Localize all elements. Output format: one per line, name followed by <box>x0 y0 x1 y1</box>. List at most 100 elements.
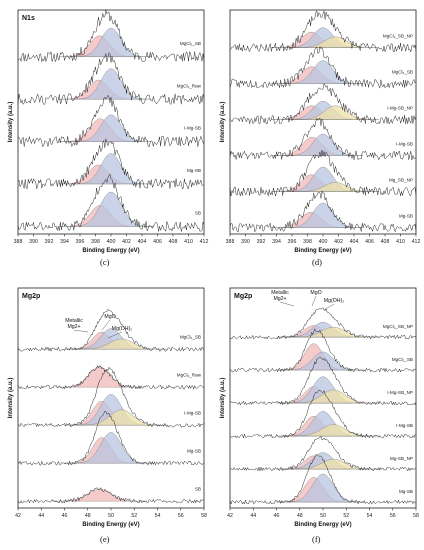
x-tick-label: 398 <box>303 239 312 245</box>
trace-label: I-Mg-SB <box>396 141 413 146</box>
raw-spectrum-line <box>229 10 417 53</box>
x-axis-label: Binding Energy (eV) <box>82 248 139 254</box>
fitted-peak <box>291 36 379 48</box>
trace-label: MgCl₂_SB <box>392 357 413 362</box>
x-tick-label: 52 <box>131 513 137 519</box>
x-tick-label: 392 <box>45 239 54 245</box>
element-label: Mg2p <box>234 293 252 300</box>
x-tick-label: 396 <box>288 239 297 245</box>
x-tick-label: 400 <box>319 239 328 245</box>
raw-spectrum-line <box>17 365 205 390</box>
raw-spectrum-line <box>17 138 205 190</box>
y-axis-label: Intensity (a.u.) <box>8 102 14 143</box>
raw-spectrum-line <box>17 410 205 466</box>
panel-f-chart: 42 44 46 48 50 52 54 56 58 Binding Energy (eV) Int… <box>220 287 419 528</box>
element-label: Mg2p <box>22 293 40 300</box>
x-tick-label: 388 <box>14 239 23 245</box>
x-tick-label: 58 <box>413 513 419 519</box>
x-tick-label: 56 <box>390 513 396 519</box>
trace-label: I-Mg-SB <box>396 423 413 428</box>
x-axis-label: Binding Energy (eV) <box>82 522 139 528</box>
fitted-peak <box>68 432 154 464</box>
panel-c-chart: 388 390 392 394 396 398 400 402 404 406 408 410 412 B… <box>8 9 209 254</box>
fitted-peak <box>57 366 142 388</box>
fitted-peak <box>286 326 381 338</box>
panel-f: 42 44 46 48 50 52 54 56 58 Binding Energy (eV) Int… <box>216 282 422 534</box>
spectrum-trace: Mg-SB_NP <box>229 435 417 472</box>
spectrum-trace: Mg-SB <box>229 454 417 505</box>
fitted-peak <box>70 68 152 100</box>
spectrum-trace: MgCl₂_SB_NP <box>229 307 417 340</box>
x-tick-label: 392 <box>257 239 266 245</box>
x-tick-label: 56 <box>178 513 184 519</box>
x-tick-label: 52 <box>343 513 349 519</box>
annotation-mgoh2: Mg(OH)₂ <box>324 298 344 304</box>
spectrum-trace: I-Mg-SB <box>17 366 205 428</box>
fitted-peak <box>280 473 366 503</box>
fitted-peak <box>74 338 169 350</box>
spectrum-trace: MgCl₂_SB_NP <box>229 10 417 53</box>
fitted-peak <box>282 202 364 228</box>
spectrum-trace: I-Mg-SB <box>229 389 417 439</box>
fitted-peak <box>67 191 155 227</box>
x-tick-label: 58 <box>201 513 207 519</box>
panel-e: 42 44 46 48 50 52 54 56 58 Binding Energy (eV) Int… <box>4 282 210 534</box>
fitted-peak <box>286 389 381 404</box>
x-tick-label: 48 <box>85 513 91 519</box>
spectrum-trace: MgCl₂_SB <box>17 9 205 63</box>
x-tick-label: 394 <box>60 239 69 245</box>
annotation-pointer <box>311 295 317 307</box>
x-tick-label: 406 <box>365 239 374 245</box>
spectrum-trace: I-Mg-SB <box>17 94 205 148</box>
spectrum-trace: I-Mg-SB_NP <box>229 82 417 125</box>
x-tick-label: 394 <box>272 239 281 245</box>
x-tick-label: 54 <box>155 513 161 519</box>
trace-label: I-Mg-SB <box>184 126 201 131</box>
spectrum-trace: Mg_SB_NP <box>229 150 417 197</box>
trace-label: I-Mg-SB <box>184 411 201 416</box>
x-tick-label: 410 <box>396 239 405 245</box>
x-tick-label: 398 <box>91 239 100 245</box>
panel-e-caption: (e) <box>100 534 110 544</box>
x-tick-label: 44 <box>38 513 44 519</box>
x-tick-label: 412 <box>200 239 209 245</box>
x-tick-label: 396 <box>76 239 85 245</box>
trace-label: SB <box>195 210 201 215</box>
raw-spectrum-line <box>17 94 205 148</box>
x-tick-label: 402 <box>122 239 131 245</box>
x-tick-label: 410 <box>184 239 193 245</box>
x-tick-label: 408 <box>381 239 390 245</box>
raw-spectrum-line <box>229 150 417 197</box>
spectrum-trace: MgCl₂_SB <box>17 308 205 352</box>
panel-d-caption: (d) <box>312 257 322 267</box>
raw-spectrum-line <box>229 82 417 125</box>
fitted-peak <box>52 489 147 502</box>
x-tick-label: 48 <box>297 513 303 519</box>
fitted-peak <box>286 424 381 437</box>
annotation-pointer <box>73 329 89 333</box>
x-tick-label: 50 <box>320 513 326 519</box>
raw-spectrum-line <box>229 117 417 161</box>
trace-label: MgCl₂_Raw <box>177 373 202 378</box>
fitted-peak <box>291 105 379 120</box>
fitted-peak <box>70 153 152 185</box>
spectrum-trace: Mg-SB <box>229 190 417 233</box>
trace-label: Mg-SB_NP <box>390 456 413 461</box>
spectrum-trace: MgCl₂_Raw <box>17 365 205 390</box>
raw-spectrum-line <box>17 366 205 428</box>
x-tick-label: 46 <box>274 513 280 519</box>
annotation-metallic-ion: Mg2+ <box>67 324 80 330</box>
spectrum-trace: I-Mg-SB_NP <box>229 356 417 406</box>
annotation-mgo: MgO <box>310 290 321 296</box>
trace-label: MgCl₂_SB <box>180 335 201 340</box>
x-tick-label: 42 <box>15 513 21 519</box>
x-tick-label: 54 <box>367 513 373 519</box>
raw-spectrum-line <box>229 389 417 439</box>
trace-label: Mg-SB <box>399 489 413 494</box>
fitted-peak <box>282 60 364 84</box>
fitted-peak <box>70 27 152 57</box>
panel-c-caption: (c) <box>100 257 110 267</box>
raw-spectrum-line <box>229 328 417 373</box>
x-axis-label: Binding Energy (eV) <box>294 248 351 254</box>
fitted-peak <box>74 409 169 426</box>
